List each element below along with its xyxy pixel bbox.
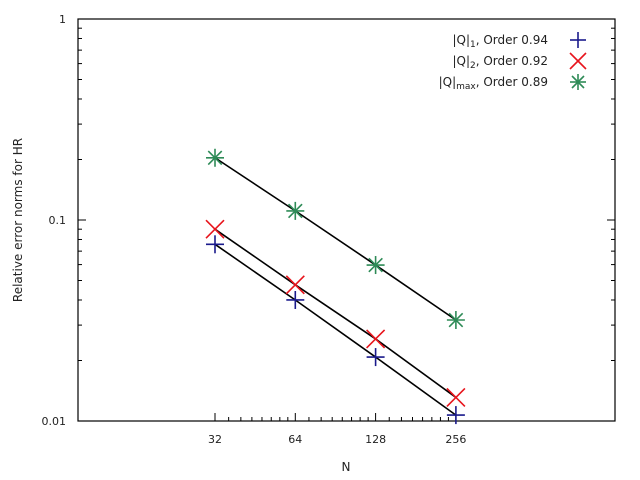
fit-line bbox=[214, 157, 457, 321]
series-markers bbox=[206, 235, 465, 425]
legend-entry: |Q|2, Order 0.92 bbox=[452, 54, 548, 71]
legend-marker-icon bbox=[570, 32, 586, 48]
series-markers bbox=[205, 219, 466, 407]
series-markers bbox=[206, 148, 465, 330]
x-axis-label: N bbox=[342, 460, 351, 474]
legend-entry: |Q|1, Order 0.94 bbox=[452, 33, 548, 50]
y-tick-labels: 0.01 0.1 1 bbox=[42, 13, 67, 428]
y-tick-label: 1 bbox=[59, 13, 66, 26]
x-tick-label: 256 bbox=[445, 433, 466, 446]
x-tick-label: 64 bbox=[288, 433, 302, 446]
legend-marker-icon bbox=[570, 74, 586, 90]
data-markers bbox=[205, 148, 466, 425]
fit-lines bbox=[214, 157, 457, 416]
plot-frame bbox=[77, 18, 616, 422]
legend-marker-icon bbox=[569, 52, 587, 70]
fit-line bbox=[214, 228, 457, 399]
legend-entry: |Q|max, Order 0.89 bbox=[439, 75, 548, 92]
y-tick-label: 0.1 bbox=[49, 214, 67, 227]
fit-line bbox=[214, 243, 457, 416]
legend: |Q|1, Order 0.94 |Q|2, Order 0.92 |Q|max, … bbox=[439, 32, 587, 92]
x-tick-labels: 32 64 128 256 bbox=[208, 433, 466, 446]
y-tick-label: 0.01 bbox=[42, 415, 67, 428]
x-tick-label: 32 bbox=[208, 433, 222, 446]
y-axis-label: Relative error norms for HR bbox=[11, 138, 25, 302]
x-tick-label: 128 bbox=[365, 433, 386, 446]
